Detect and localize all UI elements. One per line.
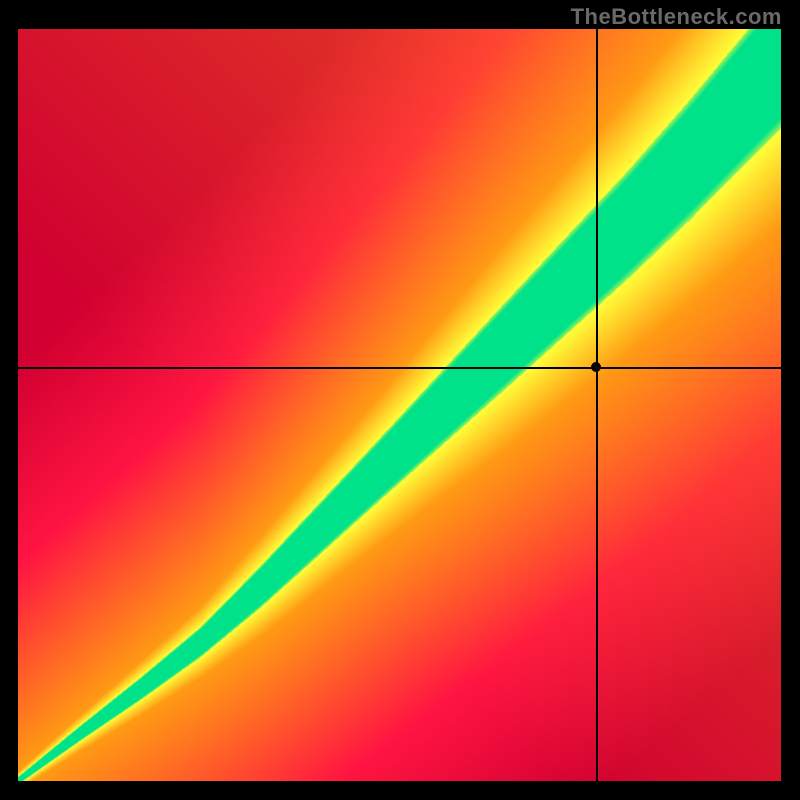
plot-area [18, 29, 781, 781]
crosshair-vertical [596, 29, 598, 781]
crosshair-horizontal [18, 367, 781, 369]
heatmap-canvas [18, 29, 781, 781]
watermark-text: TheBottleneck.com [571, 4, 782, 30]
crosshair-marker [591, 362, 601, 372]
chart-container: TheBottleneck.com [0, 0, 800, 800]
